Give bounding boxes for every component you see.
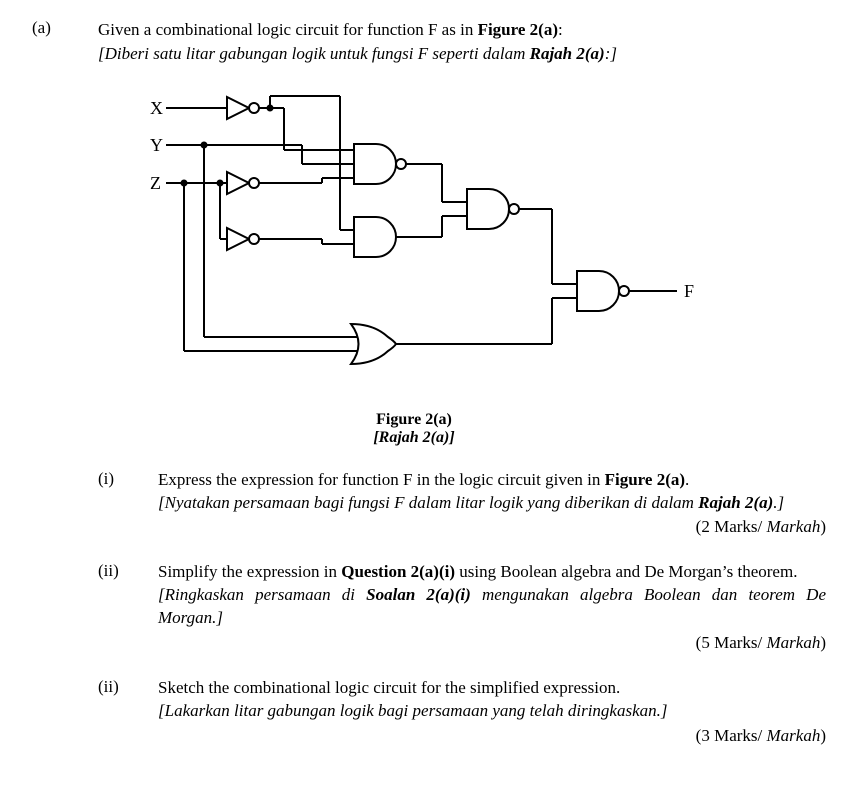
or-bottom — [351, 324, 396, 364]
sp3-marks-en: (3 Marks/ — [696, 726, 763, 745]
circuit-diagram: X Y Z — [122, 84, 722, 404]
sp1-marks-close: ) — [820, 517, 826, 536]
sp1-ms-bold: Rajah 2(a) — [698, 493, 773, 512]
subparts: (i) Express the expression for function … — [98, 469, 826, 748]
sp1-en-bold: Figure 2(a) — [605, 470, 685, 489]
sp1-ms-pre: [Nyatakan persamaan bagi fungsi F dalam … — [158, 493, 698, 512]
sp3-marks-ms: Markah — [762, 726, 820, 745]
subpart-1-label: (i) — [98, 469, 132, 489]
subpart-2: (ii) Simplify the expression in Question… — [98, 561, 826, 655]
sp3-ms: [Lakarkan litar gabungan logik bagi pers… — [158, 701, 668, 720]
sp2-marks: (5 Marks/ Markah) — [158, 632, 826, 655]
question-label: (a) — [32, 18, 70, 38]
sp2-ms: [Ringkaskan persamaan di Soalan 2(a)(i) … — [158, 585, 826, 627]
q-en-bold: Figure 2(a) — [478, 20, 558, 39]
figure-caption: Figure 2(a) [Rajah 2(a)] — [2, 411, 826, 447]
q-ms-pre: [Diberi satu litar gabungan logik untuk … — [98, 44, 530, 63]
label-f: F — [684, 281, 694, 301]
label-x: X — [150, 98, 163, 118]
sp1-marks-en: (2 Marks/ — [696, 517, 763, 536]
subpart-3-label: (ii) — [98, 677, 132, 697]
figure-wrap: X Y Z — [122, 84, 826, 447]
label-y: Y — [150, 135, 163, 155]
label-z: Z — [150, 173, 161, 193]
subpart-3: (ii) Sketch the combinational logic circ… — [98, 677, 826, 748]
sp1-en-post: . — [685, 470, 689, 489]
subpart-2-body: Simplify the expression in Question 2(a)… — [158, 561, 826, 655]
sp1-ms: [Nyatakan persamaan bagi fungsi F dalam … — [158, 493, 784, 512]
page: (a) Given a combinational logic circuit … — [0, 0, 858, 810]
sp1-ms-post: .] — [773, 493, 784, 512]
nand-top — [354, 144, 406, 184]
subpart-2-label: (ii) — [98, 561, 132, 581]
q-en-post: : — [558, 20, 563, 39]
sp3-en-pre: Sketch the combinational logic circuit f… — [158, 678, 620, 697]
sp2-en-pre: Simplify the expression in — [158, 562, 341, 581]
sp2-ms-bold: Soalan 2(a)(i) — [366, 585, 471, 604]
subpart-1-body: Express the expression for function F in… — [158, 469, 826, 540]
q-ms-bold: Rajah 2(a) — [530, 44, 605, 63]
sp2-marks-close: ) — [820, 633, 826, 652]
sp3-marks-close: ) — [820, 726, 826, 745]
question-body: Given a combinational logic circuit for … — [98, 18, 826, 66]
q-ms-post: :] — [605, 44, 617, 63]
subpart-1: (i) Express the expression for function … — [98, 469, 826, 540]
sp1-marks: (2 Marks/ Markah) — [158, 516, 826, 539]
sp2-en-bold: Question 2(a)(i) — [341, 562, 455, 581]
not-x — [227, 97, 259, 119]
q-en-pre: Given a combinational logic circuit for … — [98, 20, 478, 39]
not-z2 — [227, 228, 259, 250]
sp2-marks-en: (5 Marks/ — [696, 633, 763, 652]
sp2-en-post: using Boolean algebra and De Morgan’s th… — [455, 562, 797, 581]
not-z1 — [227, 172, 259, 194]
sp1-marks-ms: Markah — [762, 517, 820, 536]
figure-caption-sub: [Rajah 2(a)] — [373, 429, 454, 446]
sp2-ms-pre: [Ringkaskan persamaan di — [158, 585, 366, 604]
nand-final — [577, 271, 629, 311]
nand-stage2 — [467, 189, 519, 229]
sp2-marks-ms: Markah — [762, 633, 820, 652]
figure-caption-title: Figure 2(a) — [376, 411, 452, 428]
and-mid — [354, 217, 396, 257]
question-row: (a) Given a combinational logic circuit … — [32, 18, 826, 66]
sp1-en-pre: Express the expression for function F in… — [158, 470, 605, 489]
q-ms: [Diberi satu litar gabungan logik untuk … — [98, 44, 617, 63]
sp3-marks: (3 Marks/ Markah) — [158, 725, 826, 748]
subpart-3-body: Sketch the combinational logic circuit f… — [158, 677, 826, 748]
